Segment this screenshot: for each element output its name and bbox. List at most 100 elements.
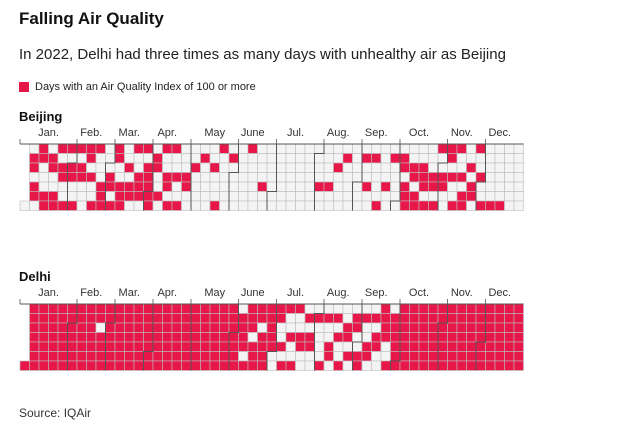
beijing-day-cell xyxy=(456,200,467,211)
delhi-day-cell xyxy=(409,351,420,362)
delhi-day-cell xyxy=(86,332,97,343)
delhi-day-cell xyxy=(247,322,258,333)
beijing-day-cell xyxy=(447,200,458,211)
beijing-day-cell xyxy=(181,172,192,183)
beijing-day-cell xyxy=(76,153,87,164)
delhi-day-cell xyxy=(162,303,173,314)
beijing-day-cell xyxy=(285,200,296,211)
delhi-day-cell xyxy=(209,351,220,362)
delhi-day-cell xyxy=(494,322,505,333)
beijing-day-cell xyxy=(285,153,296,164)
beijing-month-boundary xyxy=(105,144,116,211)
delhi-day-cell xyxy=(390,332,401,343)
delhi-day-cell xyxy=(266,351,277,362)
delhi-day-cell xyxy=(333,332,344,343)
beijing-day-cell xyxy=(38,162,49,173)
delhi-day-cell xyxy=(504,341,515,352)
delhi-day-cell xyxy=(219,332,230,343)
delhi-day-cell xyxy=(342,322,353,333)
beijing-day-cell xyxy=(380,172,391,183)
beijing-day-cell xyxy=(380,143,391,154)
beijing-day-cell xyxy=(76,181,87,192)
beijing-day-cell xyxy=(428,181,439,192)
delhi-day-cell xyxy=(447,322,458,333)
beijing-day-cell xyxy=(333,191,344,202)
beijing-day-cell xyxy=(361,172,372,183)
beijing-day-cell xyxy=(257,143,268,154)
beijing-day-cell xyxy=(323,172,334,183)
delhi-day-cell xyxy=(314,322,325,333)
beijing-day-cell xyxy=(152,191,163,202)
beijing-day-cell xyxy=(76,172,87,183)
beijing-day-cell xyxy=(304,172,315,183)
beijing-day-cell xyxy=(162,181,173,192)
delhi-day-cell xyxy=(95,303,106,314)
beijing-day-cell xyxy=(409,200,420,211)
delhi-day-cell xyxy=(409,313,420,324)
delhi-day-cell xyxy=(485,332,496,343)
delhi-day-cell xyxy=(380,313,391,324)
beijing-day-cell xyxy=(390,200,401,211)
beijing-day-cell xyxy=(171,181,182,192)
delhi-day-cell xyxy=(114,341,125,352)
delhi-day-cell xyxy=(209,322,220,333)
delhi-day-cell xyxy=(399,303,410,314)
delhi-day-cell xyxy=(86,341,97,352)
delhi-day-cell xyxy=(295,360,306,371)
beijing-day-cell xyxy=(105,162,116,173)
beijing-day-cell xyxy=(333,153,344,164)
beijing-day-cell xyxy=(38,191,49,202)
beijing-day-cell xyxy=(342,172,353,183)
delhi-day-cell xyxy=(409,360,420,371)
beijing-day-cell xyxy=(314,191,325,202)
beijing-day-cell xyxy=(162,172,173,183)
delhi-day-cell xyxy=(29,332,40,343)
delhi-day-cell xyxy=(342,351,353,362)
delhi-day-cell xyxy=(152,341,163,352)
delhi-day-cell xyxy=(238,332,249,343)
delhi-day-cell xyxy=(380,322,391,333)
beijing-day-cell xyxy=(428,162,439,173)
beijing-day-cell xyxy=(181,153,192,164)
beijing-day-cell xyxy=(181,200,192,211)
beijing-day-cell xyxy=(76,200,87,211)
delhi-day-cell xyxy=(333,303,344,314)
beijing-day-cell xyxy=(466,162,477,173)
delhi-day-cell xyxy=(513,332,524,343)
delhi-day-cell xyxy=(323,322,334,333)
delhi-day-cell xyxy=(200,360,211,371)
beijing-day-cell xyxy=(466,153,477,164)
delhi-day-cell xyxy=(238,303,249,314)
delhi-day-cell xyxy=(133,341,144,352)
delhi-day-cell xyxy=(76,341,87,352)
beijing-month-label: Jan. xyxy=(38,127,59,139)
delhi-day-cell xyxy=(390,351,401,362)
delhi-month-boundary xyxy=(228,304,239,371)
beijing-day-cell xyxy=(114,191,125,202)
beijing-day-cell xyxy=(285,162,296,173)
delhi-day-cell xyxy=(152,351,163,362)
delhi-day-cell xyxy=(285,322,296,333)
delhi-day-cell xyxy=(333,360,344,371)
delhi-day-cell xyxy=(67,303,78,314)
delhi-day-cell xyxy=(67,322,78,333)
delhi-month-label: Sep. xyxy=(365,287,388,299)
delhi-day-cell xyxy=(190,332,201,343)
beijing-day-cell xyxy=(437,191,448,202)
beijing-day-cell xyxy=(219,200,230,211)
delhi-day-cell xyxy=(504,313,515,324)
delhi-day-cell xyxy=(114,332,125,343)
delhi-day-cell xyxy=(48,360,59,371)
beijing-day-cell xyxy=(105,153,116,164)
delhi-day-cell xyxy=(352,322,363,333)
beijing-day-cell xyxy=(285,143,296,154)
beijing-day-cell xyxy=(399,181,410,192)
beijing-day-cell xyxy=(447,191,458,202)
beijing-calendar-heatmap: Jan. Feb. Mar. Apr. May June Jul. Aug. Sep. Oct. N… xyxy=(19,127,524,211)
delhi-day-cell xyxy=(124,341,135,352)
beijing-day-cell xyxy=(48,191,59,202)
beijing-day-cell xyxy=(57,181,68,192)
beijing-day-cell xyxy=(181,181,192,192)
beijing-day-cell xyxy=(390,191,401,202)
delhi-day-cell xyxy=(352,303,363,314)
